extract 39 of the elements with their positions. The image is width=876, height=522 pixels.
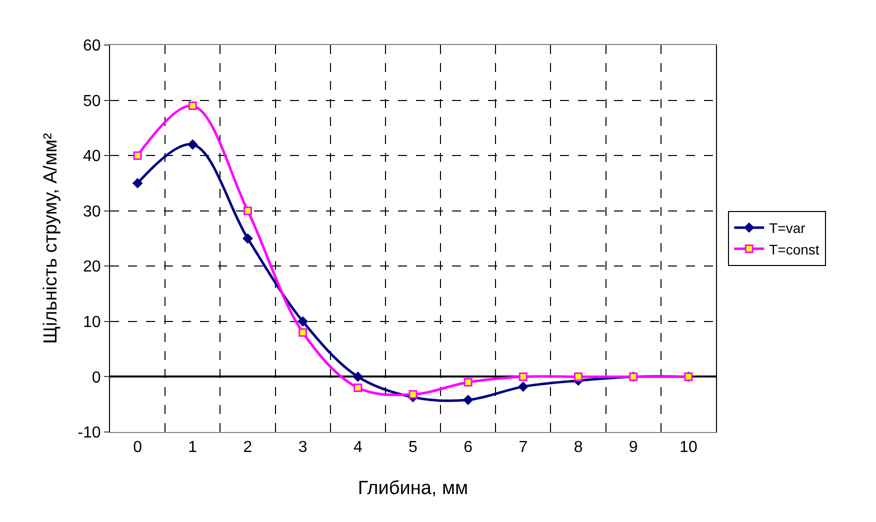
- x-tick-label: 9: [628, 439, 638, 456]
- point: [298, 316, 308, 327]
- point: [243, 206, 252, 216]
- y-tick-label: -10: [78, 424, 101, 442]
- x-tick-label: 5: [408, 439, 418, 456]
- point: [408, 390, 418, 399]
- x-tick-label: 3: [298, 439, 308, 456]
- point: [133, 151, 142, 160]
- x-tick-label: 10: [680, 439, 698, 456]
- point: [187, 139, 198, 150]
- point: [462, 394, 474, 406]
- point: [352, 372, 364, 382]
- x-tick-label: 4: [353, 439, 362, 456]
- point: [518, 372, 528, 381]
- point: [298, 328, 308, 337]
- point: [188, 102, 197, 110]
- point: [574, 372, 583, 381]
- y-tick-label: 30: [83, 203, 101, 220]
- point: [518, 381, 528, 392]
- y-tick-label: 40: [83, 148, 101, 166]
- x-tick-label: 8: [574, 439, 583, 456]
- point: [464, 378, 472, 386]
- x-tick-label: 7: [518, 439, 528, 456]
- legend-label: T=const: [769, 241, 820, 258]
- y-tick-label: 0: [92, 369, 101, 386]
- x-tick-label: 1: [188, 439, 198, 456]
- y-tick-label: 10: [83, 314, 101, 332]
- y-tick-label: 60: [83, 38, 101, 55]
- point: [242, 233, 253, 244]
- y-axis-title: Щільність струму, А/мм²: [40, 133, 62, 344]
- x-axis-title: Глибина, мм: [358, 478, 468, 499]
- x-tick-label: 6: [464, 439, 473, 456]
- y-tick-label: 50: [83, 92, 101, 110]
- legend-label: T=var: [769, 220, 806, 236]
- point: [354, 384, 362, 392]
- y-tick-label: 20: [83, 258, 101, 276]
- x-tick-label: 2: [243, 439, 252, 456]
- point: [132, 178, 143, 188]
- x-tick-label: 0: [133, 439, 142, 456]
